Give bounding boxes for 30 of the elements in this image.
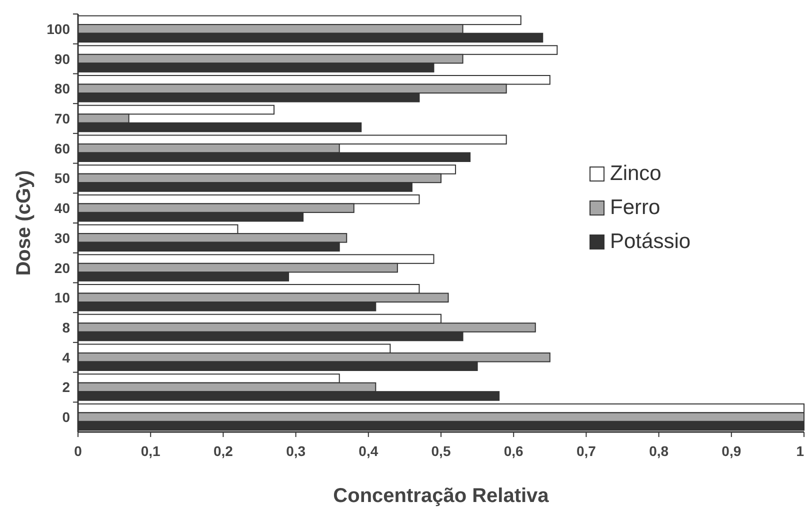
x-tick-label: 0,6 [504,443,524,459]
y-tick-label: 10 [54,290,70,306]
legend-label: Zinco [610,162,662,185]
x-tick-label: 0,5 [431,443,451,459]
y-tick-label: 50 [54,170,70,186]
y-tick-label: 20 [54,260,70,276]
x-tick-label: 0 [74,443,82,459]
x-tick-label: 0,9 [722,443,742,459]
x-tick-label: 0,1 [140,443,161,459]
y-tick-label: 80 [54,80,70,97]
legend-label: Potássio [610,230,691,253]
x-tick-label: 0,4 [358,443,378,459]
x-tick-label: 1 [796,443,804,459]
y-tick-label: 100 [46,20,70,37]
y-tick-label: 90 [54,50,70,67]
y-tick-label: 40 [54,200,70,216]
y-tick-label: 0 [62,409,70,426]
y-tick-label: 2 [62,379,70,396]
x-tick-label: 0,2 [213,443,234,459]
x-tick-label: 0,7 [576,443,596,459]
x-axis-title: Concentração Relativa [333,485,550,507]
y-tick-label: 30 [54,230,70,246]
y-tick-label: 60 [54,140,70,156]
y-tick-label: 4 [62,349,70,366]
y-tick-label: 70 [54,110,70,126]
y-tick-label: 8 [62,320,70,336]
y-axis-title: Dose (cGy) [13,170,35,276]
legend-label: Ferro [610,196,660,219]
x-tick-label: 0,3 [286,443,306,459]
x-tick-label: 0,8 [649,443,669,459]
